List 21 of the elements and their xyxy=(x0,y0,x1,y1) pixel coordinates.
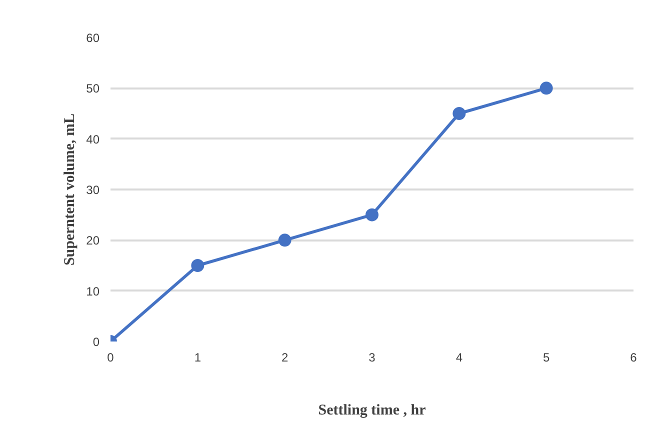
point xyxy=(366,208,378,222)
y-tick-label: 0 xyxy=(92,335,100,349)
y-tick-label: 20 xyxy=(86,234,100,248)
y-tick-label: 10 xyxy=(86,284,100,298)
x-tick-label: 6 xyxy=(630,350,638,364)
y-tick-label: 40 xyxy=(86,132,100,146)
x-tick-label: 5 xyxy=(542,350,550,364)
y-tick-label: 50 xyxy=(86,82,100,96)
y-tick-label: 60 xyxy=(86,31,100,45)
point xyxy=(452,107,466,120)
x-tick-label: 0 xyxy=(107,350,114,364)
x-tick-label: 4 xyxy=(456,350,463,364)
x-tick-label: 2 xyxy=(281,350,288,364)
point xyxy=(278,234,292,247)
x-axis-title: Settling time , hr xyxy=(318,402,426,418)
y-axis-title: Superntent volume, mL xyxy=(62,113,78,266)
point xyxy=(540,82,553,95)
point xyxy=(191,259,204,272)
y-tick-label: 30 xyxy=(86,183,100,197)
x-tick-label: 1 xyxy=(194,350,202,364)
x-tick-label: 3 xyxy=(368,350,376,364)
